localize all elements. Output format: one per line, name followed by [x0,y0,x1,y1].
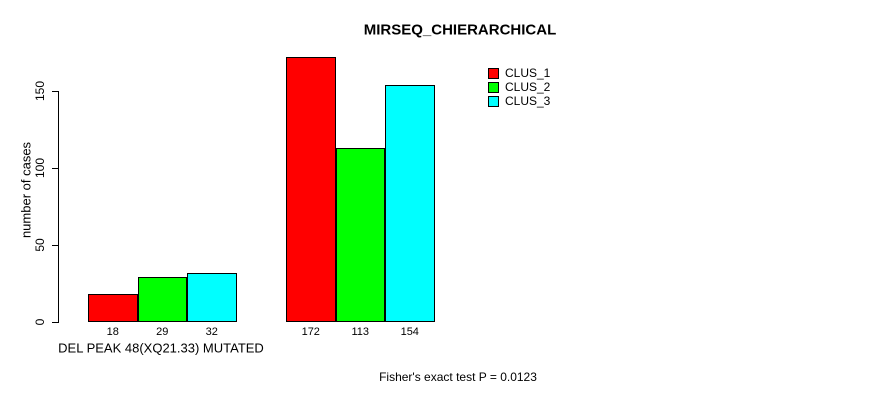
legend-swatch-clus_2 [488,81,499,93]
bar-clus_1-group1 [88,294,138,322]
legend-swatch-clus_3 [488,95,499,107]
y-tick-label: 100 [33,157,47,179]
y-tick-label: 50 [33,238,47,252]
bar-value-label: 154 [400,326,419,338]
legend-swatch-clus_1 [488,67,499,79]
legend-row-clus_1: CLUS_1 [488,66,550,80]
bar-clus_2-group2 [335,148,385,322]
bar-clus_3-group2 [385,85,435,322]
bar-value-label: 113 [351,326,370,338]
bar-clus_3-group1 [187,273,237,322]
legend-row-clus_2: CLUS_2 [488,80,550,94]
legend: CLUS_1 CLUS_2 CLUS_3 [488,66,550,108]
y-tick-label: 150 [33,80,47,102]
bar-value-label: 32 [205,326,218,338]
y-tick-label: 0 [33,318,47,326]
y-axis-title: number of cases [18,141,34,239]
legend-label: CLUS_1 [505,66,551,80]
bar-clus_2-group1 [137,277,187,322]
chart-title: MIRSEQ_CHIERARCHICAL [363,21,557,39]
y-axis-line [58,91,59,323]
fisher-test-footnote: Fisher's exact test P = 0.0123 [379,370,537,384]
y-tick-mark [52,321,59,323]
legend-row-clus_3: CLUS_3 [488,94,550,108]
bar-value-label: 172 [301,326,320,338]
bar-clus_1-group2 [286,57,336,322]
y-tick-mark [52,90,59,92]
bar-value-label: 18 [106,326,119,338]
y-tick-mark [52,244,59,246]
legend-label: CLUS_2 [505,80,551,94]
x-axis-title: DEL PEAK 48(XQ21.33) MUTATED [58,340,264,356]
y-tick-mark [52,167,59,169]
legend-label: CLUS_3 [505,94,551,108]
bar-value-label: 29 [156,326,169,338]
